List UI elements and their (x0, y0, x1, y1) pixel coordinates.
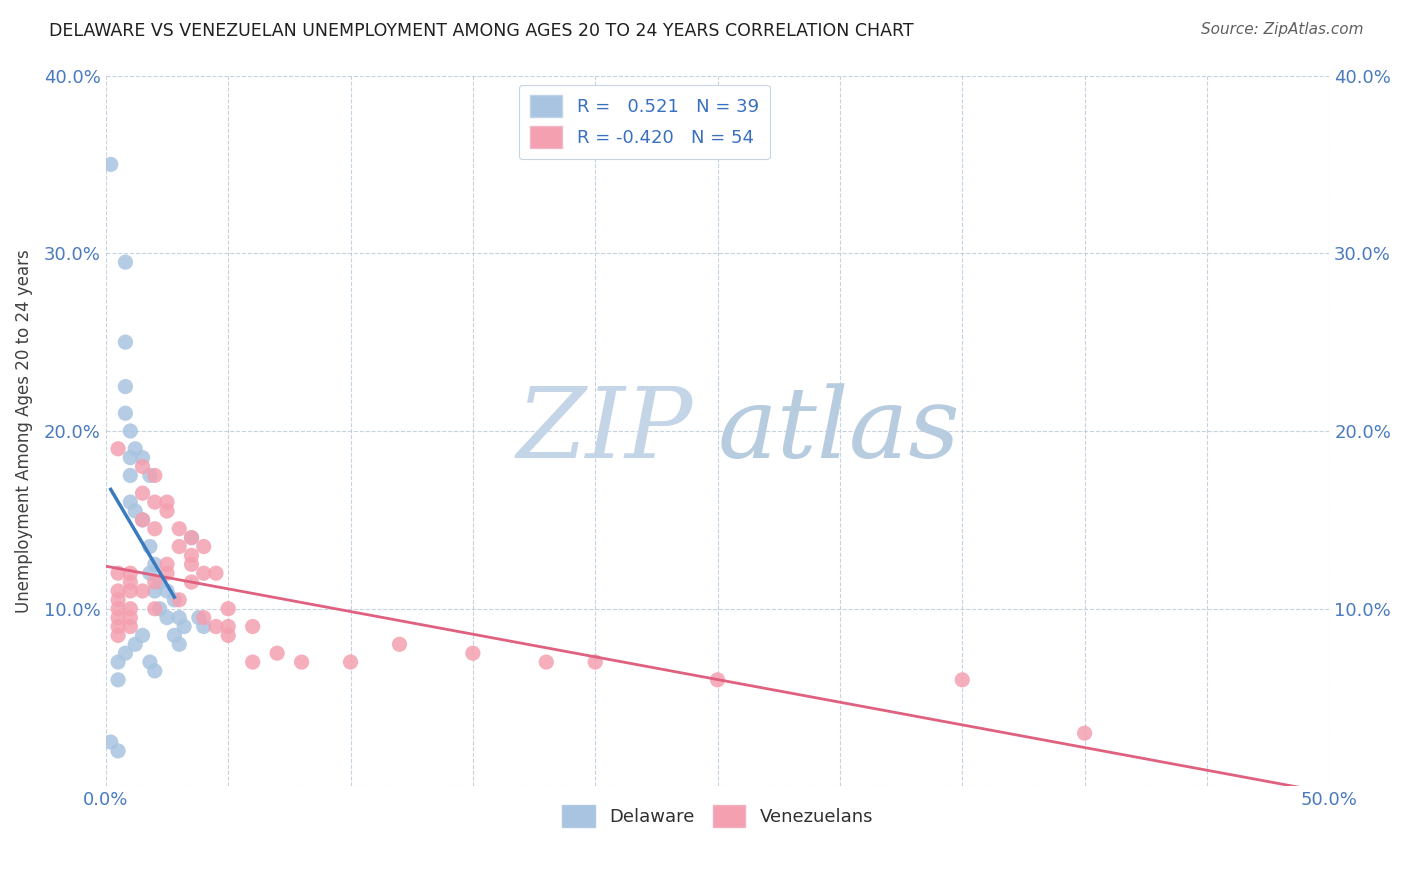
Point (180, 558, 202, 572)
Point (167, 610, 190, 624)
Point (139, 655, 162, 669)
Point (173, 619, 195, 633)
Point (180, 549, 202, 563)
Point (143, 495, 166, 509)
Point (131, 450, 153, 465)
Point (120, 575, 142, 590)
Point (131, 513, 153, 527)
Point (163, 628, 186, 642)
Point (388, 637, 411, 651)
Point (107, 655, 129, 669)
Point (156, 566, 179, 581)
Point (131, 459, 153, 474)
Point (100, 157, 122, 171)
Text: ZIP: ZIP (517, 384, 693, 479)
Point (143, 601, 166, 615)
Point (217, 628, 239, 642)
Point (156, 495, 179, 509)
Point (167, 522, 190, 536)
Point (143, 522, 166, 536)
Point (124, 442, 146, 456)
Point (291, 655, 314, 669)
Point (120, 450, 142, 465)
Point (114, 335, 136, 350)
Point (156, 584, 179, 599)
Point (107, 584, 129, 599)
Point (167, 540, 190, 554)
Point (120, 468, 142, 483)
Y-axis label: Unemployment Among Ages 20 to 24 years: Unemployment Among Ages 20 to 24 years (15, 249, 32, 613)
Point (143, 558, 166, 572)
Point (114, 646, 136, 660)
Point (461, 646, 484, 660)
Point (114, 379, 136, 393)
Point (149, 601, 172, 615)
Point (339, 655, 361, 669)
Point (187, 610, 209, 624)
Point (107, 744, 129, 758)
Text: DELAWARE VS VENEZUELAN UNEMPLOYMENT AMONG AGES 20 TO 24 YEARS CORRELATION CHART: DELAWARE VS VENEZUELAN UNEMPLOYMENT AMON… (49, 22, 914, 40)
Point (180, 531, 202, 545)
Point (193, 540, 215, 554)
Point (193, 610, 215, 624)
Point (143, 584, 166, 599)
Point (217, 601, 239, 615)
Point (100, 735, 122, 749)
Point (120, 424, 142, 438)
Point (107, 442, 129, 456)
Point (107, 628, 129, 642)
Point (706, 673, 728, 687)
Point (156, 610, 179, 624)
Point (156, 504, 179, 518)
Point (156, 558, 179, 572)
Point (143, 468, 166, 483)
Legend: Delaware, Venezuelans: Delaware, Venezuelans (555, 797, 880, 834)
Point (131, 584, 153, 599)
Point (180, 575, 202, 590)
Point (1073, 726, 1095, 740)
Point (107, 592, 129, 607)
Point (217, 619, 239, 633)
Text: Source: ZipAtlas.com: Source: ZipAtlas.com (1201, 22, 1364, 37)
Point (583, 655, 606, 669)
Point (107, 610, 129, 624)
Point (950, 673, 973, 687)
Point (193, 619, 215, 633)
Point (167, 592, 190, 607)
Point (266, 646, 288, 660)
Point (131, 486, 153, 500)
Point (107, 601, 129, 615)
Point (114, 406, 136, 420)
Point (131, 513, 153, 527)
Point (114, 255, 136, 269)
Point (143, 664, 166, 678)
Point (124, 637, 146, 651)
Point (107, 619, 129, 633)
Point (120, 566, 142, 581)
Point (242, 619, 264, 633)
Point (143, 575, 166, 590)
Point (167, 637, 190, 651)
Point (120, 601, 142, 615)
Point (120, 610, 142, 624)
Point (124, 504, 146, 518)
Point (120, 619, 142, 633)
Text: atlas: atlas (717, 384, 960, 479)
Point (205, 566, 228, 581)
Point (139, 468, 162, 483)
Point (205, 619, 228, 633)
Point (536, 655, 558, 669)
Point (107, 566, 129, 581)
Point (193, 566, 215, 581)
Point (107, 673, 129, 687)
Point (120, 495, 142, 509)
Point (120, 584, 142, 599)
Point (139, 566, 162, 581)
Point (242, 655, 264, 669)
Point (163, 592, 186, 607)
Point (180, 531, 202, 545)
Point (149, 575, 172, 590)
Point (131, 628, 153, 642)
Point (139, 540, 162, 554)
